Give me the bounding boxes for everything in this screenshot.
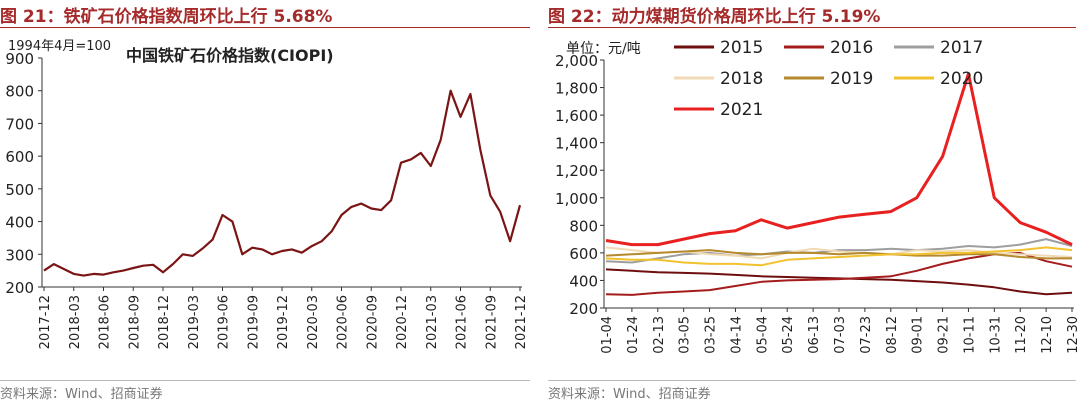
series-line-2019 xyxy=(605,249,1072,260)
y-tick-label-right: 800 xyxy=(569,217,598,235)
legend-label-2019: 2019 xyxy=(830,69,873,89)
x-tick-label-left: 2020-12 xyxy=(395,295,410,349)
x-tick-label-right: 05-24 xyxy=(781,316,796,354)
x-tick-label-right: 03-25 xyxy=(704,316,719,354)
x-tick-label-left: 2020-06 xyxy=(336,295,351,349)
source-right: 资料来源：Wind、招商证券 xyxy=(548,387,711,402)
chart-left: 200 300 400 500 600 700 800 900 2017-12 2018-03 20… xyxy=(5,39,529,349)
legend-label-2020: 2020 xyxy=(940,69,983,89)
legend-label-2017: 2017 xyxy=(940,38,983,58)
x-tick-label-right: 07-03 xyxy=(833,316,848,354)
x-tick-label-left: 2019-06 xyxy=(217,295,232,349)
legend-label-2016: 2016 xyxy=(830,38,873,58)
x-tick-label-right: 11-20 xyxy=(1014,316,1029,354)
x-tick-label-left: 2021-12 xyxy=(514,295,529,349)
x-tick-label-left: 2020-09 xyxy=(365,295,380,349)
panel-left: 图 21：铁矿石价格指数周环比上行 5.68% 200 300 400 500 600 7… xyxy=(0,7,530,402)
series-line-ciopi xyxy=(43,89,522,277)
x-tick-label-left: 2019-03 xyxy=(187,295,202,349)
x-tick-label-left: 2017-12 xyxy=(38,295,53,349)
y-tick-label-left: 600 xyxy=(5,148,34,166)
x-tick-label-right: 05-04 xyxy=(755,316,770,354)
y-tick-label-left: 500 xyxy=(5,181,34,199)
x-tick-label-left: 2018-06 xyxy=(98,295,113,349)
x-tick-label-right: 09-21 xyxy=(937,316,952,354)
title-rule-left xyxy=(0,27,530,28)
x-tick-label-left: 2020-03 xyxy=(306,295,321,349)
series-line-2020 xyxy=(605,246,1073,267)
y-tick-label-left: 700 xyxy=(5,115,34,133)
chart-title-left: 中国铁矿石价格指数(CIOPI) xyxy=(126,46,334,65)
x-tick-label-right: 07-23 xyxy=(859,316,874,354)
title-rule-right xyxy=(548,27,1076,28)
y-tick-label-left: 300 xyxy=(5,246,34,264)
legend-label-2021: 2021 xyxy=(720,100,763,120)
x-tick-label-left: 2021-06 xyxy=(455,295,470,349)
y-tick-label-left: 900 xyxy=(5,50,34,68)
x-tick-label-left: 2019-09 xyxy=(246,295,261,349)
x-tick-label-right: 12-30 xyxy=(1066,316,1080,354)
y-tick-label-left: 400 xyxy=(5,214,34,232)
x-tick-label-left: 2018-03 xyxy=(68,295,83,349)
x-tick-label-right: 01-04 xyxy=(600,316,615,354)
series-line-2015 xyxy=(605,268,1073,296)
source-rule-left xyxy=(0,380,530,381)
series-line-2017 xyxy=(605,238,1073,264)
y-tick-label-left: 800 xyxy=(5,83,34,101)
y-tick-label-right: 2,000 xyxy=(555,52,598,70)
x-tick-label-right: 09-01 xyxy=(911,316,926,354)
chart-right: 200 400 600 800 1,000 1,200 1,400 1,600 1,800 2,0… xyxy=(555,38,1080,354)
x-tick-label-left: 2019-12 xyxy=(276,295,291,349)
panel-right: 图 22：动力煤期货价格周环比上行 5.19% 200 400 600 800 1,00… xyxy=(548,0,1080,406)
y-tick-label-right: 1,200 xyxy=(555,162,598,180)
x-tick-label-right: 10-11 xyxy=(962,316,977,354)
x-tick-label-right: 02-13 xyxy=(652,316,667,354)
x-tick-label-right: 12-10 xyxy=(1040,316,1055,354)
unit-note-left: 1994年4月=100 xyxy=(8,39,111,54)
y-tick-label-right: 1,600 xyxy=(555,107,598,125)
series-line-2021 xyxy=(605,72,1073,247)
x-tick-label-right: 01-24 xyxy=(626,316,641,354)
y-tick-label-right: 600 xyxy=(569,245,598,263)
x-tick-label-right: 10-31 xyxy=(988,316,1003,354)
y-tick-label-right: 1,800 xyxy=(555,80,598,98)
legend-label-2015: 2015 xyxy=(720,38,763,58)
x-tick-label-right: 03-05 xyxy=(678,316,693,354)
x-tick-label-right: 06-13 xyxy=(807,316,822,354)
unit-label-right: 单位：元/吨 xyxy=(566,41,641,57)
x-tick-label-left: 2021-09 xyxy=(484,295,499,349)
x-tick-label-right: 08-12 xyxy=(885,316,900,354)
x-tick-label-left: 2018-09 xyxy=(127,295,142,349)
x-tick-label-left: 2018-12 xyxy=(157,295,172,349)
x-tick-label-right: 04-14 xyxy=(729,316,744,354)
figure-title-right: 图 22：动力煤期货价格周环比上行 5.19% xyxy=(548,7,881,27)
y-tick-label-right: 1,400 xyxy=(555,135,598,153)
source-left: 资料来源：Wind、招商证券 xyxy=(0,387,163,402)
figure-title-left: 图 21：铁矿石价格指数周环比上行 5.68% xyxy=(0,7,333,27)
y-tick-label-right: 400 xyxy=(569,272,598,290)
legend-label-2018: 2018 xyxy=(720,69,763,89)
source-rule-right xyxy=(548,380,1076,381)
y-tick-label-right: 1,000 xyxy=(555,190,598,208)
x-tick-label-left: 2021-03 xyxy=(425,295,440,349)
y-tick-label-right: 200 xyxy=(569,300,598,318)
y-tick-label-left: 200 xyxy=(5,279,34,297)
